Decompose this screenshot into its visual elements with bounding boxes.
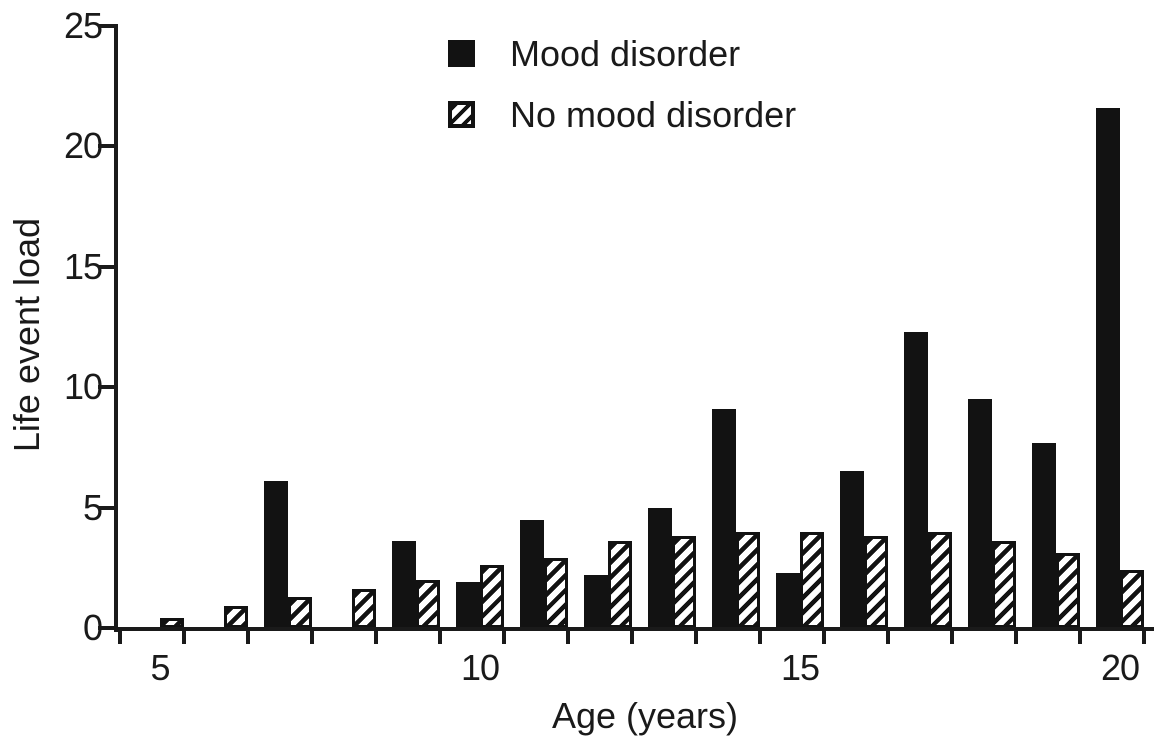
legend-label-mood-disorder: Mood disorder	[510, 32, 741, 74]
x-tick	[758, 629, 762, 644]
bar-mood-disorder-age-16	[840, 471, 864, 628]
x-tick	[182, 629, 186, 644]
bar-mood-disorder-age-17	[904, 332, 928, 628]
y-tick	[98, 385, 114, 390]
x-tick-label-15: 15	[780, 647, 820, 688]
x-tick	[502, 629, 506, 644]
solid-black-swatch-icon	[448, 40, 475, 67]
x-tick	[566, 629, 570, 644]
x-tick	[886, 629, 890, 644]
bar-mood-disorder-age-19	[1032, 443, 1056, 628]
bar-no-mood-disorder-age-14	[736, 532, 760, 628]
x-tick	[1078, 629, 1082, 644]
y-tick-label-10: 10	[63, 366, 103, 408]
bar-no-mood-disorder-age-12	[608, 541, 632, 628]
x-tick-label-20: 20	[1100, 647, 1140, 688]
bar-no-mood-disorder-age-13	[672, 536, 696, 628]
x-tick	[1142, 629, 1146, 644]
x-tick	[310, 629, 314, 644]
x-tick-label-10: 10	[460, 647, 500, 688]
bar-no-mood-disorder-age-19	[1056, 553, 1080, 628]
x-tick	[374, 629, 378, 644]
bar-no-mood-disorder-age-17	[928, 532, 952, 628]
bar-mood-disorder-age-15	[776, 573, 800, 628]
x-tick	[822, 629, 826, 644]
x-tick	[1014, 629, 1018, 644]
bar-mood-disorder-age-18	[968, 399, 992, 628]
bar-no-mood-disorder-age-8	[352, 589, 376, 628]
bar-mood-disorder-age-12	[584, 575, 608, 628]
x-tick	[438, 629, 442, 644]
legend-label-no-mood-disorder: No mood disorder	[510, 93, 797, 135]
y-tick-label-20: 20	[63, 125, 103, 167]
bar-no-mood-disorder-age-11	[544, 558, 568, 628]
diagonal-hatched-swatch-icon	[448, 101, 475, 128]
bar-no-mood-disorder-age-5	[160, 618, 184, 628]
bar-mood-disorder-age-20	[1096, 108, 1120, 628]
y-tick-label-5: 5	[82, 486, 103, 528]
y-tick	[98, 264, 114, 269]
x-tick-label-5: 5	[150, 647, 170, 688]
bar-no-mood-disorder-age-16	[864, 536, 888, 628]
bar-no-mood-disorder-age-10	[480, 565, 504, 628]
y-tick	[98, 626, 114, 630]
x-tick	[950, 629, 954, 644]
bar-mood-disorder-age-13	[648, 508, 672, 628]
bar-no-mood-disorder-age-15	[800, 532, 824, 628]
y-tick	[98, 24, 114, 28]
y-tick	[98, 144, 114, 149]
y-tick-label-0: 0	[82, 607, 103, 648]
bar-no-mood-disorder-age-7	[288, 597, 312, 628]
bar-no-mood-disorder-age-18	[992, 541, 1016, 628]
x-tick	[118, 629, 122, 644]
x-axis-title: Age (years)	[551, 695, 739, 736]
y-tick	[98, 505, 114, 510]
bar-no-mood-disorder-age-20	[1120, 570, 1144, 628]
x-axis-line	[114, 627, 1154, 631]
x-tick	[630, 629, 634, 644]
bar-mood-disorder-age-7	[264, 481, 288, 628]
y-tick-label-15: 15	[63, 245, 103, 287]
y-tick-label-25: 25	[63, 5, 103, 46]
bar-mood-disorder-age-9	[392, 541, 416, 628]
bar-mood-disorder-age-10	[456, 582, 480, 628]
x-tick	[246, 629, 250, 644]
bar-no-mood-disorder-age-6	[224, 606, 248, 628]
y-axis-line	[114, 24, 118, 632]
bar-no-mood-disorder-age-9	[416, 580, 440, 628]
x-tick	[694, 629, 698, 644]
bar-mood-disorder-age-14	[712, 409, 736, 628]
bar-mood-disorder-age-11	[520, 520, 544, 628]
